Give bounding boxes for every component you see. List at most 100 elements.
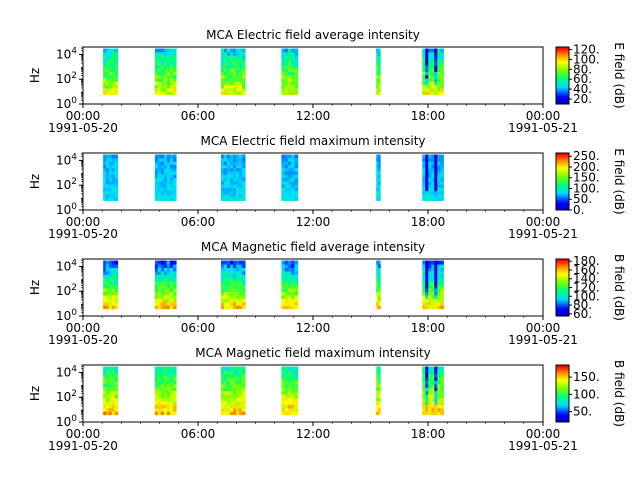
heatmap-cell <box>422 376 426 381</box>
heatmap-cell <box>221 294 225 299</box>
heatmap-cell <box>241 281 246 286</box>
heatmap-cell <box>103 154 107 159</box>
colorbar-swatch <box>556 86 569 89</box>
heatmap-cell <box>232 78 237 82</box>
heatmap-cell <box>431 177 435 182</box>
heatmap-cell <box>241 373 246 378</box>
heatmap-cell <box>281 267 286 272</box>
heatmap-cell <box>166 294 171 299</box>
colorbar-label: B field (dB) <box>612 254 626 321</box>
heatmap-cell <box>378 267 381 272</box>
heatmap-cell <box>163 400 168 405</box>
colorbar-swatch <box>556 298 569 301</box>
heatmap-cell <box>281 81 286 86</box>
heatmap-cell <box>235 74 240 79</box>
heatmap-cell <box>229 376 234 381</box>
heatmap-cell <box>294 161 299 165</box>
heatmap-cell <box>232 284 237 289</box>
heatmap-cell <box>376 277 379 282</box>
heatmap-cell <box>163 277 168 282</box>
colorbar-swatch <box>556 84 569 86</box>
heatmap-cell <box>287 383 292 388</box>
heatmap-cell <box>106 267 110 272</box>
colorbar-swatch <box>556 161 569 164</box>
heatmap-cell <box>172 366 177 371</box>
heatmap-cell <box>425 167 429 172</box>
heatmap-cell <box>425 411 429 416</box>
heatmap-cell <box>108 170 113 175</box>
heatmap-cell <box>223 180 228 185</box>
heatmap-cell <box>221 281 225 286</box>
heatmap-cell <box>111 274 116 279</box>
colorbar-swatch <box>556 182 569 185</box>
heatmap-cell <box>437 411 441 416</box>
heatmap-cell <box>160 164 165 169</box>
heatmap-cell <box>376 284 379 289</box>
colorbar-swatch <box>556 48 569 51</box>
heatmap-cell <box>111 284 116 289</box>
heatmap-cell <box>428 61 432 66</box>
heatmap-cell <box>163 78 168 82</box>
heatmap-cell <box>238 74 243 79</box>
heatmap-cell <box>440 301 444 306</box>
heatmap-cell <box>440 161 444 165</box>
heatmap-cell <box>232 167 237 172</box>
heatmap-cell <box>428 74 432 79</box>
colorbar-swatch <box>556 400 569 403</box>
heatmap-cell <box>428 157 432 162</box>
heatmap-cell <box>294 197 299 201</box>
heatmap-cell <box>434 64 438 69</box>
heatmap-cell <box>226 161 231 165</box>
heatmap-cell <box>226 305 231 310</box>
heatmap-cell <box>431 48 435 53</box>
heatmap-cell <box>221 270 225 275</box>
heatmap-cell <box>431 84 435 89</box>
heatmap-cell <box>235 411 240 416</box>
heatmap-cell <box>284 267 289 272</box>
heatmap-cell <box>428 84 432 89</box>
heatmap-cell <box>226 58 231 63</box>
heatmap-cell <box>114 287 119 292</box>
heatmap-cell <box>287 387 292 392</box>
heatmap-cell <box>232 190 237 195</box>
heatmap-cell <box>378 270 381 275</box>
heatmap-cell <box>291 68 296 73</box>
heatmap-cell <box>235 383 240 388</box>
heatmap-cell <box>221 177 225 182</box>
heatmap-cell <box>166 270 171 275</box>
heatmap-cell <box>241 157 246 162</box>
heatmap-cell <box>378 187 381 192</box>
heatmap-cell <box>440 305 444 310</box>
heatmap-cell <box>241 187 246 192</box>
heatmap-cell <box>169 167 174 172</box>
heatmap-cell <box>106 287 110 292</box>
colorbar-tick-label: 140. <box>573 272 600 286</box>
heatmap-cell <box>111 157 116 162</box>
heatmap-cell <box>431 380 435 385</box>
heatmap-cell <box>425 298 429 303</box>
spectrogram-segment <box>281 48 299 95</box>
heatmap-cell <box>160 284 165 289</box>
colorbar-swatch <box>556 366 569 369</box>
heatmap-cell <box>106 157 110 162</box>
heatmap-cell <box>287 404 292 409</box>
heatmap-cell <box>114 380 119 385</box>
heatmap-cell <box>241 380 246 385</box>
y-axis-label: Hz <box>28 174 42 189</box>
heatmap-cell <box>437 164 441 169</box>
heatmap-cell <box>376 366 379 371</box>
heatmap-cell <box>154 184 159 188</box>
heatmap-cell <box>226 68 231 73</box>
heatmap-cell <box>294 277 299 282</box>
heatmap-cell <box>425 68 429 73</box>
heatmap-cell <box>166 161 171 165</box>
heatmap-cell <box>440 187 444 192</box>
heatmap-cell <box>422 400 426 405</box>
heatmap-cell <box>422 61 426 66</box>
heatmap-cell <box>434 373 438 378</box>
heatmap-cell <box>103 157 107 162</box>
colorbar-swatch <box>556 172 569 175</box>
heatmap-cell <box>428 274 432 279</box>
heatmap-cell <box>422 267 426 272</box>
heatmap-cell <box>422 301 426 306</box>
